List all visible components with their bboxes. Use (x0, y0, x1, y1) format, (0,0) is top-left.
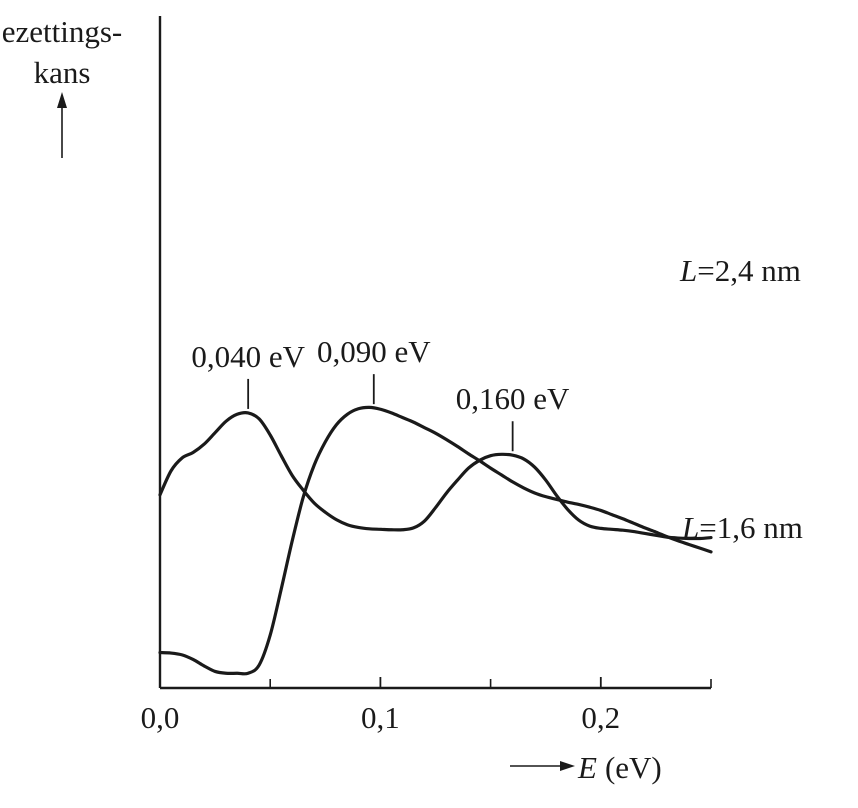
curve-l24 (158, 411, 713, 541)
x-axis-label-symbol: E (577, 750, 597, 785)
x-axis-label-unit: (eV) (605, 750, 662, 785)
y-axis-arrow-icon (57, 92, 67, 158)
x-tick-label-0: 0,0 (141, 700, 180, 735)
y-axis-label-line-1: ezettings- (2, 14, 123, 49)
series-label-l24-value: =2,4 nm (697, 253, 801, 288)
curve-l16 (158, 405, 713, 676)
peak-label-1: 0,160 eV (456, 381, 570, 416)
x-axis-label: E (eV) (577, 750, 662, 785)
x-tick-label-1: 0,1 (361, 700, 400, 735)
series-label-l16-symbol: L (681, 510, 699, 545)
x-axis-arrow-icon (510, 761, 575, 771)
peak-label-2: 0,090 eV (317, 334, 431, 369)
peak-annotations: 0,040 eV 0,160 eV 0,090 eV (191, 334, 570, 452)
series-label-l24: L=2,4 nm (679, 253, 801, 288)
series-label-l16: L=1,6 nm (681, 510, 803, 545)
series-label-l24-symbol: L (679, 253, 697, 288)
series-label-l16-value: =1,6 nm (699, 510, 803, 545)
x-axis-ticks (159, 677, 712, 688)
series-curves (158, 405, 713, 676)
x-tick-label-2: 0,2 (581, 700, 620, 735)
y-axis-label-line-2: kans (34, 55, 91, 90)
x-axis-tick-labels: 0,0 0,1 0,2 (141, 700, 621, 735)
peak-label-0: 0,040 eV (191, 339, 305, 374)
